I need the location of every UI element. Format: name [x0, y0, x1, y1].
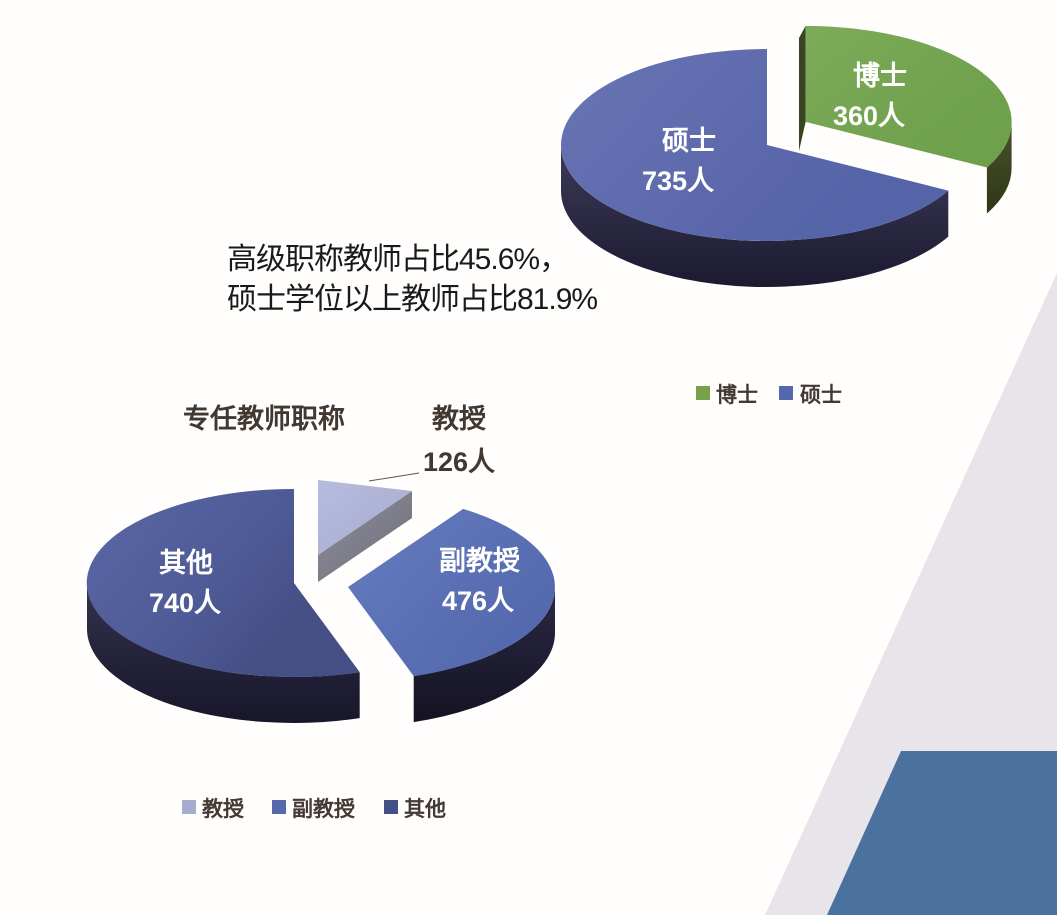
svg-text:126人: 126人: [423, 447, 495, 477]
svg-text:740人: 740人: [149, 588, 221, 618]
svg-text:专任教师职称: 专任教师职称: [183, 404, 345, 434]
svg-text:其他: 其他: [159, 548, 213, 578]
svg-text:教授: 教授: [432, 404, 486, 434]
svg-text:副教授: 副教授: [439, 546, 520, 576]
svg-text:476人: 476人: [442, 586, 514, 616]
